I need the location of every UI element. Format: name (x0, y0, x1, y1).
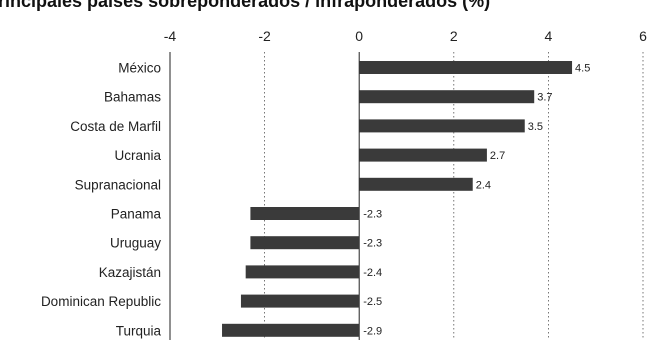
data-label: -2.3 (363, 238, 382, 250)
category-label: Supranacional (75, 177, 161, 192)
category-label: Ucrania (114, 148, 161, 163)
bar (359, 177, 473, 191)
bar (250, 236, 360, 250)
data-label: -2.5 (363, 296, 382, 308)
category-label: Turquia (116, 323, 162, 338)
category-label: Panama (111, 207, 162, 222)
data-label: -2.4 (363, 267, 382, 279)
x-tick-label: 0 (355, 28, 363, 44)
bar (245, 265, 360, 279)
category-label: Dominican Republic (41, 294, 161, 309)
category-label: Bahamas (104, 90, 161, 105)
data-label: 3.5 (528, 121, 543, 133)
category-label: Uruguay (110, 236, 161, 251)
x-tick-label: -2 (258, 28, 271, 44)
bar (240, 294, 360, 308)
x-tick-label: -4 (164, 28, 177, 44)
data-label: 2.7 (490, 150, 505, 162)
data-label: 2.4 (476, 179, 491, 191)
category-label: Kazajistán (99, 265, 161, 280)
x-tick-label: 6 (639, 28, 647, 44)
bar (359, 61, 573, 74)
bar (359, 90, 535, 104)
data-label: 4.5 (575, 63, 590, 75)
category-label: México (118, 61, 161, 76)
data-label: -2.3 (363, 209, 382, 221)
data-label: 3.7 (537, 92, 552, 104)
x-tick-label: 2 (450, 28, 458, 44)
data-label: -2.9 (363, 325, 382, 337)
chart-title: Principales países sobreponderados / inf… (0, 0, 491, 11)
bar (250, 207, 360, 220)
bar-layer (222, 61, 573, 337)
label-layer: -4 -2 0 2 4 6 México 4.5 Bahamas 3.7 Costa de Marf… (41, 28, 647, 338)
bar (359, 119, 525, 133)
category-label: Costa de Marfil (70, 119, 161, 134)
bar (359, 148, 487, 162)
bar (222, 323, 360, 337)
x-tick-label: 4 (545, 28, 553, 44)
